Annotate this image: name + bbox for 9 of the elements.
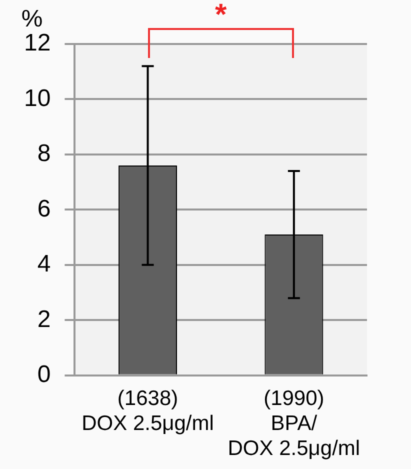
y-tick-label: 6 — [37, 195, 51, 222]
y-tick-label: 8 — [37, 140, 51, 168]
text: * — [215, 0, 228, 32]
y-tick-label: 2 — [37, 306, 51, 333]
y-tick-label: 10 — [24, 84, 51, 112]
x-tick-label: (1990) BPA/ DOX 2.5μg/ml — [228, 386, 360, 460]
x-tick-label: (1638) DOX 2.5μg/ml — [82, 386, 214, 435]
y-tick-label: 0 — [37, 361, 51, 388]
y-tick-label: 4 — [37, 250, 51, 278]
